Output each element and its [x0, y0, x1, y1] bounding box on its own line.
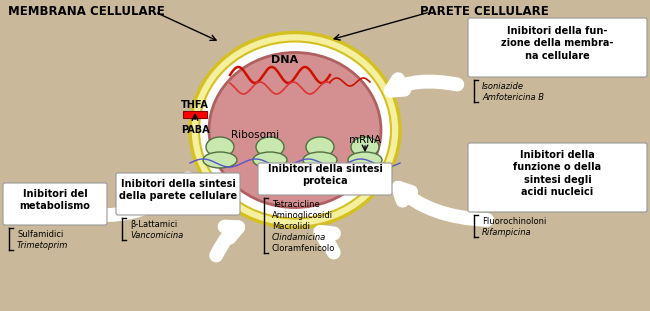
Bar	[183, 111, 207, 118]
Text: Inibitori della fun-
zione della membra-
na cellulare: Inibitori della fun- zione della membra-…	[501, 26, 614, 61]
Text: Amfotericina B: Amfotericina B	[482, 93, 544, 102]
FancyBboxPatch shape	[116, 173, 240, 215]
Text: Aminoglicosidi: Aminoglicosidi	[272, 211, 333, 220]
Text: PARETE CELLULARE: PARETE CELLULARE	[420, 5, 549, 18]
Ellipse shape	[351, 137, 379, 157]
Text: Sulfamidici: Sulfamidici	[17, 230, 64, 239]
FancyBboxPatch shape	[468, 18, 647, 77]
Text: Isoniazide: Isoniazide	[482, 82, 524, 91]
Text: β-Lattamici: β-Lattamici	[130, 220, 177, 229]
Text: Ribosomi: Ribosomi	[231, 130, 279, 140]
Text: Inibitori della sintesi
della parete cellulare: Inibitori della sintesi della parete cel…	[119, 179, 237, 201]
Text: Fluorochinoloni: Fluorochinoloni	[482, 217, 547, 226]
Ellipse shape	[256, 137, 284, 157]
Ellipse shape	[306, 137, 334, 157]
Text: PABA: PABA	[181, 125, 209, 135]
Text: MEMBRANA CELLULARE: MEMBRANA CELLULARE	[8, 5, 164, 18]
Ellipse shape	[199, 41, 391, 219]
Ellipse shape	[203, 152, 237, 168]
FancyBboxPatch shape	[258, 163, 392, 195]
Text: mRNA: mRNA	[349, 135, 381, 145]
Ellipse shape	[190, 33, 400, 228]
Ellipse shape	[209, 53, 381, 207]
FancyBboxPatch shape	[3, 183, 107, 225]
Text: THFA: THFA	[181, 100, 209, 110]
Text: Cloramfenicolo: Cloramfenicolo	[272, 244, 335, 253]
Text: Trimetoprim: Trimetoprim	[17, 241, 68, 250]
Ellipse shape	[253, 152, 287, 168]
Text: Vancomicina: Vancomicina	[130, 231, 183, 240]
Text: DNA: DNA	[272, 55, 298, 65]
Text: Tetracicline: Tetracicline	[272, 200, 320, 209]
Text: Inibitori del
metabolismo: Inibitori del metabolismo	[20, 189, 90, 211]
Text: Rifampicina: Rifampicina	[482, 228, 532, 237]
Text: Inibitori della sintesi
proteica: Inibitori della sintesi proteica	[268, 164, 382, 186]
Text: Macrolidi: Macrolidi	[272, 222, 310, 231]
Text: Inibitori della
funzione o della
sintesi degli
acidi nucleici: Inibitori della funzione o della sintesi…	[514, 150, 601, 197]
FancyBboxPatch shape	[468, 143, 647, 212]
Ellipse shape	[348, 152, 382, 168]
Text: Clindamicina: Clindamicina	[272, 233, 326, 242]
Ellipse shape	[303, 152, 337, 168]
Ellipse shape	[206, 137, 234, 157]
